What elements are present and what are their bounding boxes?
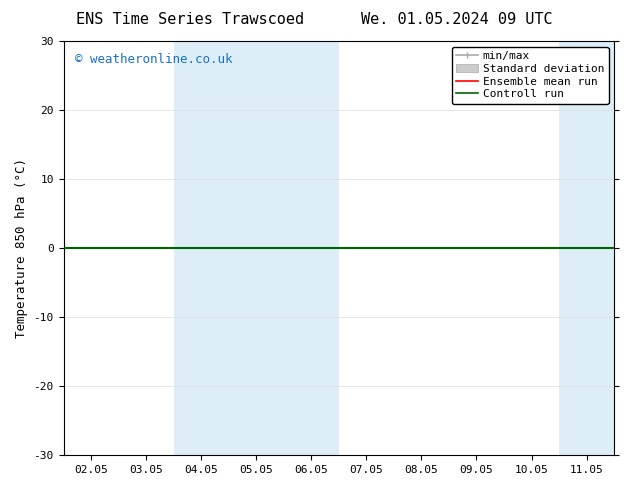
- Bar: [174, 41, 339, 455]
- Text: © weatheronline.co.uk: © weatheronline.co.uk: [75, 53, 232, 67]
- Legend: min/max, Standard deviation, Ensemble mean run, Controll run: min/max, Standard deviation, Ensemble me…: [451, 47, 609, 104]
- Y-axis label: Temperature 850 hPa (°C): Temperature 850 hPa (°C): [15, 158, 28, 338]
- Bar: [559, 41, 614, 455]
- Text: ENS Time Series Trawscoed: ENS Time Series Trawscoed: [76, 12, 304, 27]
- Text: We. 01.05.2024 09 UTC: We. 01.05.2024 09 UTC: [361, 12, 552, 27]
